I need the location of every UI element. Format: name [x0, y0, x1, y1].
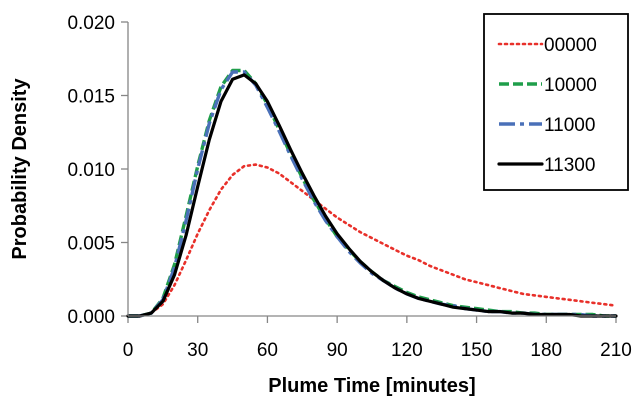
y-tick-label: 0.005	[67, 234, 115, 255]
x-axis-title: Plume Time [minutes]	[268, 375, 475, 397]
x-tick-label: 120	[391, 340, 423, 361]
y-axis-title: Probability Density	[9, 78, 31, 260]
x-tick-label: 180	[530, 340, 562, 361]
x-tick-label: 30	[187, 340, 208, 361]
y-tick-label: 0.020	[67, 13, 115, 34]
series-line-11300	[126, 73, 618, 318]
x-tick-label: 60	[257, 340, 278, 361]
x-axis-ticks: 0 30 60 90 120 150 180 210	[123, 316, 632, 361]
y-axis-ticks: 0.000 0.005 0.010 0.015 0.020	[67, 13, 128, 328]
x-tick-label: 150	[461, 340, 493, 361]
legend-label-11300: 11300	[544, 155, 595, 176]
y-tick-label: 0.000	[67, 307, 115, 328]
series-line-00000	[126, 163, 618, 318]
y-tick-label: 0.015	[67, 87, 115, 108]
legend-label-00000: 00000	[544, 35, 597, 56]
y-tick-label: 0.010	[67, 160, 115, 181]
x-tick-label: 210	[600, 340, 632, 361]
plot-series	[126, 68, 618, 318]
legend-box	[483, 13, 629, 191]
x-tick-label: 90	[327, 340, 348, 361]
x-tick-label: 0	[123, 340, 134, 361]
legend: 00000 10000 11000 11300	[483, 13, 629, 191]
legend-label-10000: 10000	[544, 75, 597, 96]
legend-label-11000: 11000	[544, 115, 595, 136]
